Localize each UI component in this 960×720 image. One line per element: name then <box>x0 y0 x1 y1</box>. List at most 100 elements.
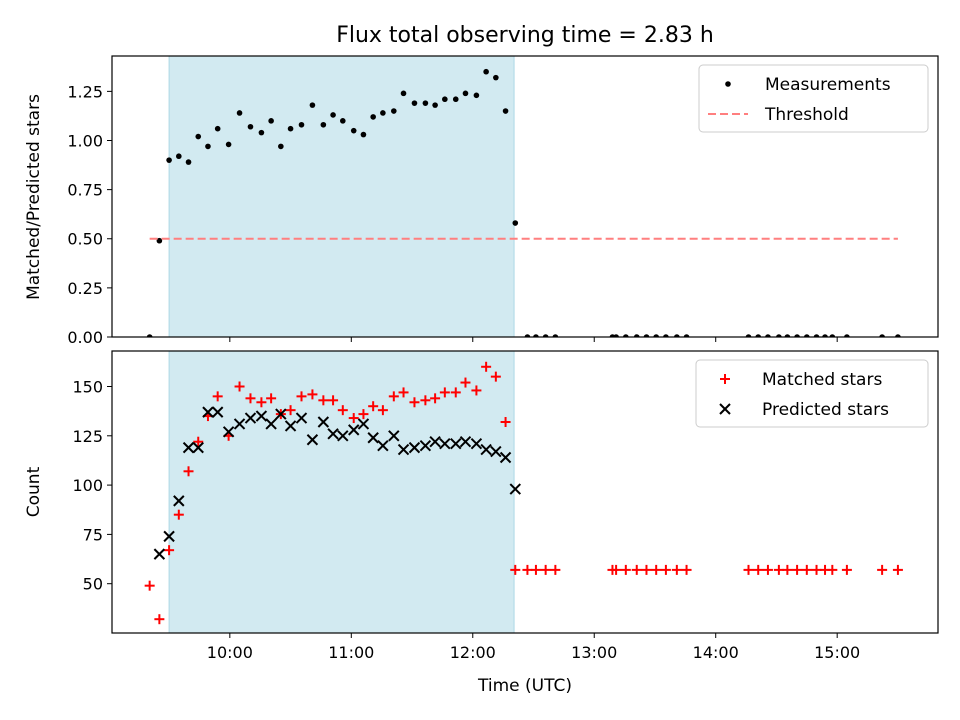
measurement-point <box>633 334 640 337</box>
matched-stars-point <box>296 391 307 402</box>
predicted-stars-point <box>480 443 492 456</box>
predicted-stars-point <box>450 437 462 450</box>
matched-stars-point <box>430 393 441 404</box>
measurement-point <box>879 334 885 337</box>
predicted-stars-point-b <box>509 483 521 495</box>
predicted-stars-point <box>357 418 370 430</box>
matched-stars-point <box>481 361 492 372</box>
predicted-stars-point-b <box>182 441 195 454</box>
predicted-stars-point-b <box>367 432 379 444</box>
measurement-point <box>442 96 448 103</box>
predicted-stars-point <box>182 441 195 454</box>
matched-stars-point <box>773 564 784 575</box>
matched-stars-point <box>892 564 903 575</box>
measurement-point <box>278 143 284 150</box>
measurement-point <box>422 100 429 106</box>
matched-stars-point <box>377 405 388 416</box>
predicted-stars-point-b <box>459 436 472 448</box>
predicted-stars-point-b <box>275 408 287 420</box>
predicted-stars-point <box>275 408 287 420</box>
measurement-point <box>411 100 418 106</box>
matched-stars-point <box>651 564 662 575</box>
measurement-point <box>146 334 153 337</box>
predicted-stars-point <box>244 412 257 424</box>
predicted-stars-point <box>265 418 277 430</box>
matched-stars-point <box>471 385 482 396</box>
top-y-tick-label: 0.75 <box>67 181 103 200</box>
top-legend: Measurements Threshold <box>698 64 929 133</box>
matched-stars-point <box>266 393 277 404</box>
predicted-stars-point-b <box>244 412 257 424</box>
bottom-shaded-span <box>169 351 515 633</box>
matched-stars-point <box>811 564 822 575</box>
predicted-stars-point <box>255 410 268 422</box>
measurement-point <box>185 159 192 165</box>
measurement-point <box>765 334 771 337</box>
bottom-plot-panel: 50 75 100 125 150 10:00 11:00 12:00 13:00 14:00 15… <box>72 350 939 662</box>
bottom-legend: Matched stars Predicted stars <box>695 359 929 428</box>
predicted-stars-point-b <box>419 439 432 452</box>
matched-stars-point <box>307 389 318 400</box>
measurement-point <box>613 334 619 337</box>
predicted-stars-point-b <box>173 495 185 507</box>
matched-stars-point <box>671 564 682 575</box>
measurement-point <box>205 143 211 150</box>
legend-label: Predicted stars <box>762 400 889 420</box>
matched-stars-point <box>522 564 533 575</box>
measurement-point <box>400 90 407 97</box>
predicted-stars-point-b <box>295 412 308 424</box>
matched-stars-point <box>510 564 521 575</box>
matched-stars-point <box>782 564 793 575</box>
predicted-stars-point-b <box>490 445 502 458</box>
matched-stars-point <box>245 393 256 404</box>
measurement-point <box>745 334 752 337</box>
measurement-point <box>804 334 810 337</box>
top-plot-panel: 0.00 0.25 0.50 0.75 1.00 1.25 Measurements Thre… <box>67 55 939 347</box>
top-y-tick-label: 1.25 <box>67 82 103 101</box>
predicted-stars-point <box>388 430 400 442</box>
matched-stars-point <box>681 564 692 575</box>
measurement-point <box>483 68 489 75</box>
predicted-stars-point-b <box>202 406 214 418</box>
measurement-point <box>360 131 367 138</box>
predicted-stars-point <box>222 426 235 438</box>
predicted-stars-point-b <box>357 418 370 430</box>
measurement-point <box>462 90 469 97</box>
matched-stars-point <box>234 381 245 392</box>
bottom-y-tick-label: 150 <box>72 377 103 396</box>
predicted-stars-point <box>367 432 379 444</box>
predicted-stars-point-b <box>222 426 235 438</box>
measurement-point <box>320 121 327 128</box>
matched-stars-point <box>348 413 359 424</box>
matched-stars-point <box>318 395 329 406</box>
matched-stars-point <box>460 377 471 388</box>
predicted-stars-point-b <box>388 430 400 442</box>
matched-stars-point <box>827 564 838 575</box>
measurement-point <box>195 133 202 140</box>
legend-label: Matched stars <box>762 370 882 390</box>
measurement-point <box>247 123 254 130</box>
legend-label: Threshold <box>764 105 849 125</box>
matched-stars-point <box>173 509 184 520</box>
matched-stars-point <box>450 387 461 398</box>
matched-stars-point <box>212 391 223 402</box>
bottom-y-tick-label: 125 <box>72 427 103 446</box>
bottom-legend-box <box>695 359 929 428</box>
predicted-stars-point-b <box>499 451 512 464</box>
x-tick-label: 12:00 <box>450 643 496 662</box>
predicted-stars-point-b <box>377 439 389 452</box>
matched-stars-point <box>144 580 155 591</box>
x-axis-label: Time (UTC) <box>477 676 572 696</box>
bottom-y-tick-label: 100 <box>72 476 103 495</box>
predicted-stars-point <box>306 434 319 446</box>
measurement-point <box>370 114 376 120</box>
measurement-point <box>473 92 480 99</box>
top-plot-area <box>146 68 901 337</box>
predicted-stars-point <box>348 424 360 436</box>
top-y-tick-label: 0.25 <box>67 279 103 298</box>
matched-stars-point <box>337 405 348 416</box>
matched-stars-point <box>409 397 420 408</box>
matched-stars-point <box>183 466 194 477</box>
matched-stars-point <box>743 564 754 575</box>
matched-stars-point <box>753 564 764 575</box>
